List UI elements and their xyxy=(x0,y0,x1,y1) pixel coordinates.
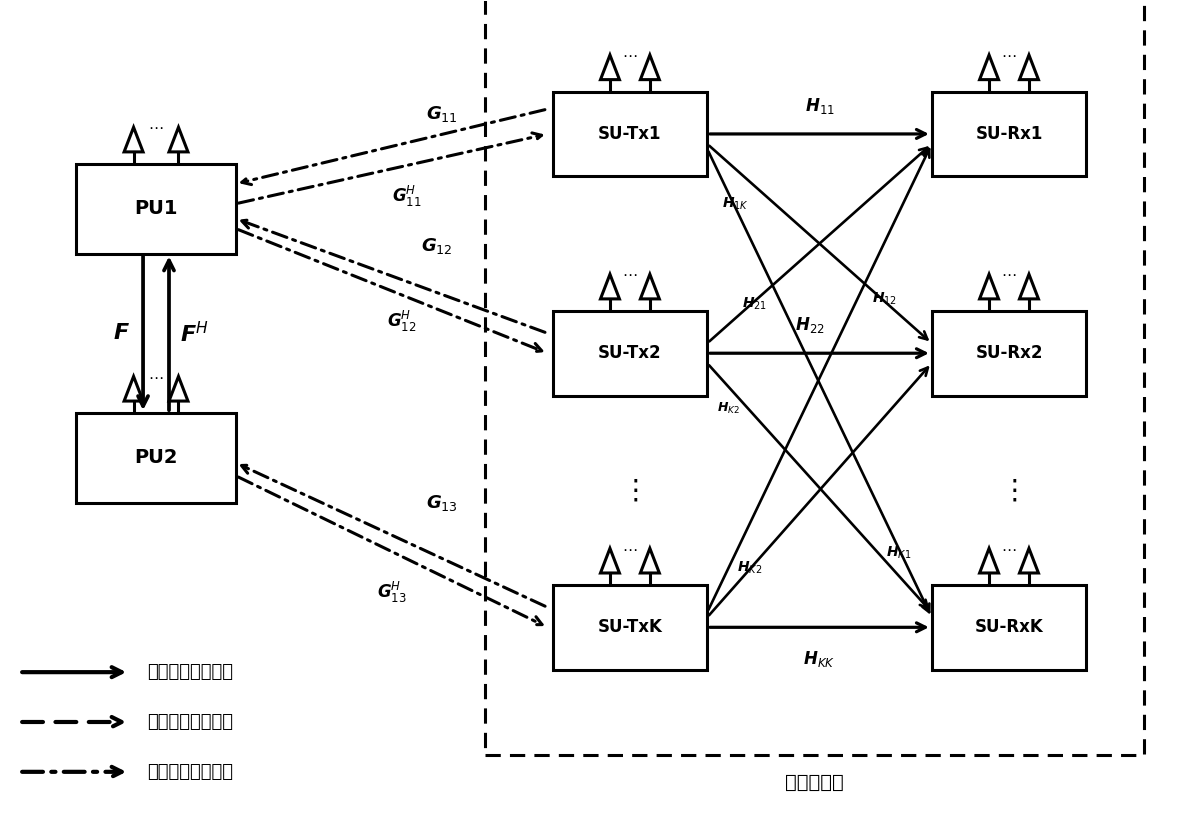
Text: $\boldsymbol{G}_{12}^{H}$: $\boldsymbol{G}_{12}^{H}$ xyxy=(387,309,416,334)
Text: $\boldsymbol{H}_{21}$: $\boldsymbol{H}_{21}$ xyxy=(742,295,768,312)
Text: $\boldsymbol{G}_{12}$: $\boldsymbol{G}_{12}$ xyxy=(421,236,452,256)
Text: $\cdots$: $\cdots$ xyxy=(622,541,638,556)
Text: $\cdots$: $\cdots$ xyxy=(148,120,163,134)
Text: $\boldsymbol{H}_{22}$: $\boldsymbol{H}_{22}$ xyxy=(795,315,825,335)
Text: $\boldsymbol{F}^{H}$: $\boldsymbol{F}^{H}$ xyxy=(180,321,208,346)
Text: $\boldsymbol{G}_{13}$: $\boldsymbol{G}_{13}$ xyxy=(426,494,458,513)
Bar xyxy=(485,0,1144,755)
Text: $\boldsymbol{G}_{11}^{H}$: $\boldsymbol{G}_{11}^{H}$ xyxy=(392,184,421,209)
Bar xyxy=(552,91,707,176)
Text: $\cdots$: $\cdots$ xyxy=(1001,541,1016,556)
Bar xyxy=(76,413,235,503)
Text: $\cdots$: $\cdots$ xyxy=(622,47,638,62)
Text: $\cdots$: $\cdots$ xyxy=(622,266,638,282)
Text: $\boldsymbol{H}_{K1}$: $\boldsymbol{H}_{K1}$ xyxy=(886,545,912,561)
Text: SU-Tx1: SU-Tx1 xyxy=(599,125,661,143)
Text: $\boldsymbol{G}_{13}^{H}$: $\boldsymbol{G}_{13}^{H}$ xyxy=(377,579,407,604)
Text: $\cdots$: $\cdots$ xyxy=(1001,47,1016,62)
Text: $\boldsymbol{G}_{11}$: $\boldsymbol{G}_{11}$ xyxy=(426,105,458,125)
Text: $\boldsymbol{H}_{1K}$: $\boldsymbol{H}_{1K}$ xyxy=(722,195,749,212)
Text: 与主用户干扰链路: 与主用户干扰链路 xyxy=(147,763,233,781)
Bar xyxy=(552,311,707,396)
Bar xyxy=(932,585,1086,670)
Text: SU-Rx1: SU-Rx1 xyxy=(975,125,1042,143)
Bar xyxy=(932,91,1086,176)
Text: SU-Tx2: SU-Tx2 xyxy=(599,344,661,362)
Text: $\boldsymbol{H}_{K2}$: $\boldsymbol{H}_{K2}$ xyxy=(737,559,763,576)
Bar xyxy=(552,585,707,670)
Bar xyxy=(932,311,1086,396)
Text: 主次用户传输链路: 主次用户传输链路 xyxy=(147,663,233,681)
Text: $\boldsymbol{H}_{12}$: $\boldsymbol{H}_{12}$ xyxy=(872,290,897,307)
Text: $\boldsymbol{H}_{K2}$: $\boldsymbol{H}_{K2}$ xyxy=(717,401,741,416)
Text: $\boldsymbol{F}$: $\boldsymbol{F}$ xyxy=(112,323,130,344)
Text: $\boldsymbol{H}_{11}$: $\boldsymbol{H}_{11}$ xyxy=(804,96,834,116)
Text: $\boldsymbol{H}_{KK}$: $\boldsymbol{H}_{KK}$ xyxy=(803,649,835,670)
Text: $\cdots$: $\cdots$ xyxy=(148,369,163,384)
Text: SU-Rx2: SU-Rx2 xyxy=(975,344,1042,362)
Text: $\vdots$: $\vdots$ xyxy=(621,476,639,504)
Text: PU2: PU2 xyxy=(135,448,177,468)
Text: 次用户网络: 次用户网络 xyxy=(786,773,843,792)
Text: 次用户间干扰链路: 次用户间干扰链路 xyxy=(147,713,233,731)
Text: PU1: PU1 xyxy=(135,199,177,218)
Text: SU-TxK: SU-TxK xyxy=(597,618,662,636)
Text: SU-RxK: SU-RxK xyxy=(975,618,1043,636)
Bar xyxy=(76,164,235,254)
Text: $\vdots$: $\vdots$ xyxy=(1001,476,1017,504)
Text: $\cdots$: $\cdots$ xyxy=(1001,266,1016,282)
